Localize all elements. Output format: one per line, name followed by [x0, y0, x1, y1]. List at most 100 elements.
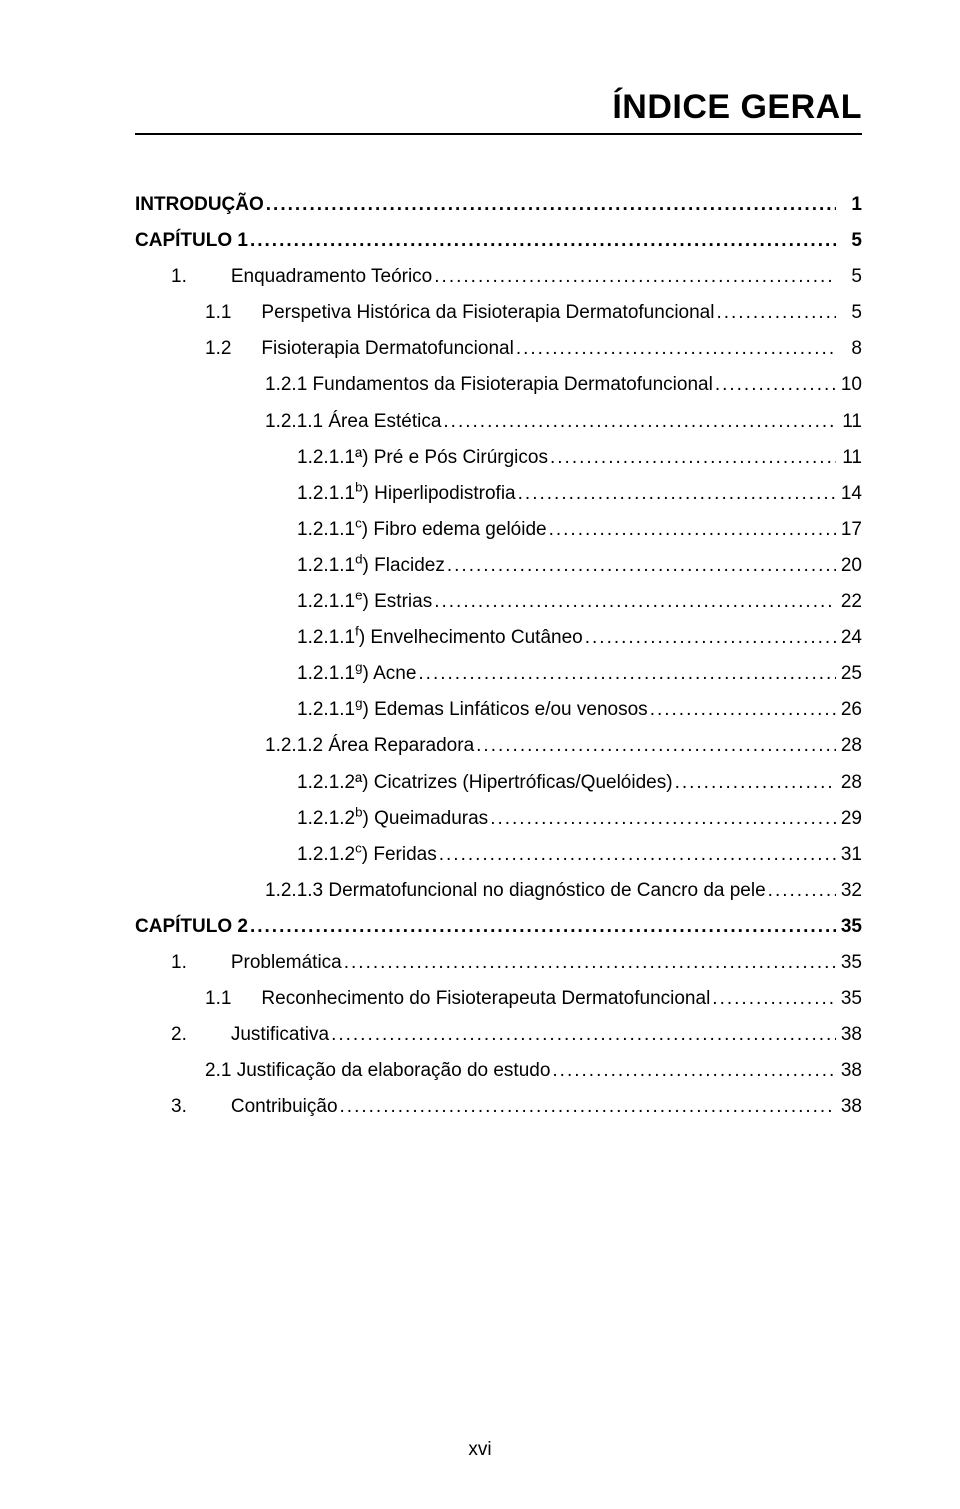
toc-entry: 1.2.1.2 Área Reparadora28	[135, 728, 862, 764]
toc-leader-dots	[675, 765, 836, 801]
toc-entry-label: INTRODUÇÃO	[135, 187, 264, 223]
toc-entry-text: 1.2.1.2ª) Cicatrizes (Hipertróficas/Quel…	[297, 772, 673, 793]
toc-leader-dots	[585, 620, 836, 656]
toc-entry-text: 1.2.1.1d) Flacidez	[297, 555, 445, 576]
toc-leader-dots	[715, 367, 836, 403]
toc-leader-dots	[516, 331, 836, 367]
toc-leader-dots	[439, 837, 836, 873]
toc-entry-label: 1.2.1.1c) Fibro edema gelóide	[297, 512, 547, 548]
toc-entry: 1.2.1.1d) Flacidez 20	[135, 548, 862, 584]
toc-entry: 1.2.1.3 Dermatofuncional no diagnóstico …	[135, 873, 862, 909]
toc-leader-dots	[250, 223, 836, 259]
toc-entry-label: 1.1Perspetiva Histórica da Fisioterapia …	[205, 295, 714, 331]
toc-entry-text: Justificativa	[231, 1024, 329, 1045]
toc-leader-dots	[490, 801, 836, 837]
toc-entry-text: 2.1 Justificação da elaboração do estudo	[205, 1060, 550, 1081]
toc-entry-label: 1.2.1.2ª) Cicatrizes (Hipertróficas/Quel…	[297, 765, 673, 801]
toc-entry-page: 1	[838, 187, 862, 223]
toc-leader-dots	[716, 295, 836, 331]
toc-entry-label: 1.2Fisioterapia Dermatofuncional	[205, 331, 514, 367]
toc-entry: 1. Problemática 35	[135, 945, 862, 981]
toc-entry-page: 20	[838, 548, 862, 584]
toc-entry-label: 1.1Reconhecimento do Fisioterapeuta Derm…	[205, 981, 710, 1017]
toc-entry: 1.2Fisioterapia Dermatofuncional 8	[135, 331, 862, 367]
toc-entry-label: 1.2.1.1d) Flacidez	[297, 548, 445, 584]
toc-entry-page: 38	[838, 1017, 862, 1053]
toc-leader-dots	[331, 1017, 836, 1053]
toc-entry: 1.2.1.2b) Queimaduras 29	[135, 801, 862, 837]
toc-leader-dots	[340, 1089, 836, 1125]
toc-entry-page: 28	[838, 765, 862, 801]
toc-entry: 1.2.1.2c) Feridas31	[135, 837, 862, 873]
toc-entry-text: INTRODUÇÃO	[135, 194, 264, 215]
toc-entry: 1.2.1 Fundamentos da Fisioterapia Dermat…	[135, 367, 862, 403]
toc-entry-label: CAPÍTULO 2	[135, 909, 248, 945]
toc-entry-text: 1.2.1.1 Área Estética	[265, 411, 441, 432]
toc-entry-text: 1.2.1.3 Dermatofuncional no diagnóstico …	[265, 880, 766, 901]
toc-entry-page: 26	[838, 692, 862, 728]
toc-entry: INTRODUÇÃO 1	[135, 187, 862, 223]
page-number-footer: xvi	[0, 1439, 960, 1461]
toc-leader-dots	[447, 548, 836, 584]
toc-entry-label: 1.Enquadramento Teórico	[171, 259, 432, 295]
toc-entry-text: 1.2.1.1ª) Pré e Pós Cirúrgicos	[297, 447, 548, 468]
toc-entry: 1.2.1.1ª) Pré e Pós Cirúrgicos11	[135, 440, 862, 476]
toc-entry-number: 3.	[171, 1096, 187, 1117]
toc-entry-label: 1.2.1.2 Área Reparadora	[265, 728, 474, 764]
toc-entry: CAPÍTULO 1 5	[135, 223, 862, 259]
toc-entry: 1.2.1.1f) Envelhecimento Cutâneo24	[135, 620, 862, 656]
toc-entry-page: 5	[838, 223, 862, 259]
title-rule	[135, 133, 862, 135]
toc-leader-dots	[518, 476, 836, 512]
toc-entry-label: 1.2.1.1f) Envelhecimento Cutâneo	[297, 620, 583, 656]
toc-entry-text: CAPÍTULO 1	[135, 230, 248, 251]
toc-entry-page: 5	[838, 259, 862, 295]
toc-entry-label: CAPÍTULO 1	[135, 223, 248, 259]
toc-entry: 3.Contribuição38	[135, 1089, 862, 1125]
toc-entry-page: 5	[838, 295, 862, 331]
toc-entry-page: 35	[838, 909, 862, 945]
toc-entry-number: 1.1	[205, 302, 231, 323]
toc-entry-label: 2.Justificativa	[171, 1017, 329, 1053]
table-of-contents: INTRODUÇÃO1CAPÍTULO 151.Enquadramento Te…	[135, 187, 862, 1125]
toc-leader-dots	[768, 873, 836, 909]
toc-entry-page: 32	[838, 873, 862, 909]
toc-entry-text: CAPÍTULO 2	[135, 916, 248, 937]
toc-entry-text: Reconhecimento do Fisioterapeuta Dermato…	[261, 988, 710, 1009]
toc-leader-dots	[550, 440, 836, 476]
toc-entry-label: 1.2.1.1ª) Pré e Pós Cirúrgicos	[297, 440, 548, 476]
toc-entry: 1.2.1.1c) Fibro edema gelóide17	[135, 512, 862, 548]
toc-entry-label: 1.2.1.3 Dermatofuncional no diagnóstico …	[265, 873, 766, 909]
toc-entry-label: 1.2.1.1 Área Estética	[265, 404, 441, 440]
toc-entry-text: 1.2.1 Fundamentos da Fisioterapia Dermat…	[265, 374, 713, 395]
toc-entry-number: 1.	[171, 952, 187, 973]
toc-entry-label: 1.2.1 Fundamentos da Fisioterapia Dermat…	[265, 367, 713, 403]
toc-entry-page: 14	[838, 476, 862, 512]
toc-entry-text: 1.2.1.1c) Fibro edema gelóide	[297, 519, 547, 540]
toc-entry-page: 35	[838, 945, 862, 981]
toc-entry: CAPÍTULO 2 35	[135, 909, 862, 945]
toc-entry-page: 38	[838, 1053, 862, 1089]
toc-leader-dots	[344, 945, 836, 981]
toc-entry-label: 3.Contribuição	[171, 1089, 338, 1125]
toc-entry: 1.1Perspetiva Histórica da Fisioterapia …	[135, 295, 862, 331]
toc-entry-page: 8	[838, 331, 862, 367]
toc-entry-page: 29	[838, 801, 862, 837]
toc-leader-dots	[549, 512, 836, 548]
toc-entry-label: 1.2.1.1b) Hiperlipodistrofia	[297, 476, 516, 512]
toc-entry-page: 11	[838, 404, 862, 440]
toc-entry-label: 1.2.1.1g) Acne	[297, 656, 416, 692]
toc-entry: 2.Justificativa 38	[135, 1017, 862, 1053]
toc-entry-text: 1.2.1.2c) Feridas	[297, 844, 437, 865]
toc-leader-dots	[712, 981, 836, 1017]
toc-entry: 1.2.1.1g) Acne 25	[135, 656, 862, 692]
toc-entry-text: 1.2.1.2 Área Reparadora	[265, 735, 474, 756]
document-page: ÍNDICE GERAL INTRODUÇÃO1CAPÍTULO 151.Enq…	[0, 0, 960, 1509]
toc-entry-page: 25	[838, 656, 862, 692]
toc-entry-label: 1.2.1.2b) Queimaduras	[297, 801, 488, 837]
toc-entry-text: Problemática	[231, 952, 342, 973]
toc-entry-text: Enquadramento Teórico	[231, 266, 432, 287]
toc-entry: 1.1Reconhecimento do Fisioterapeuta Derm…	[135, 981, 862, 1017]
toc-entry: 1.2.1.1 Área Estética 11	[135, 404, 862, 440]
toc-leader-dots	[266, 187, 836, 223]
